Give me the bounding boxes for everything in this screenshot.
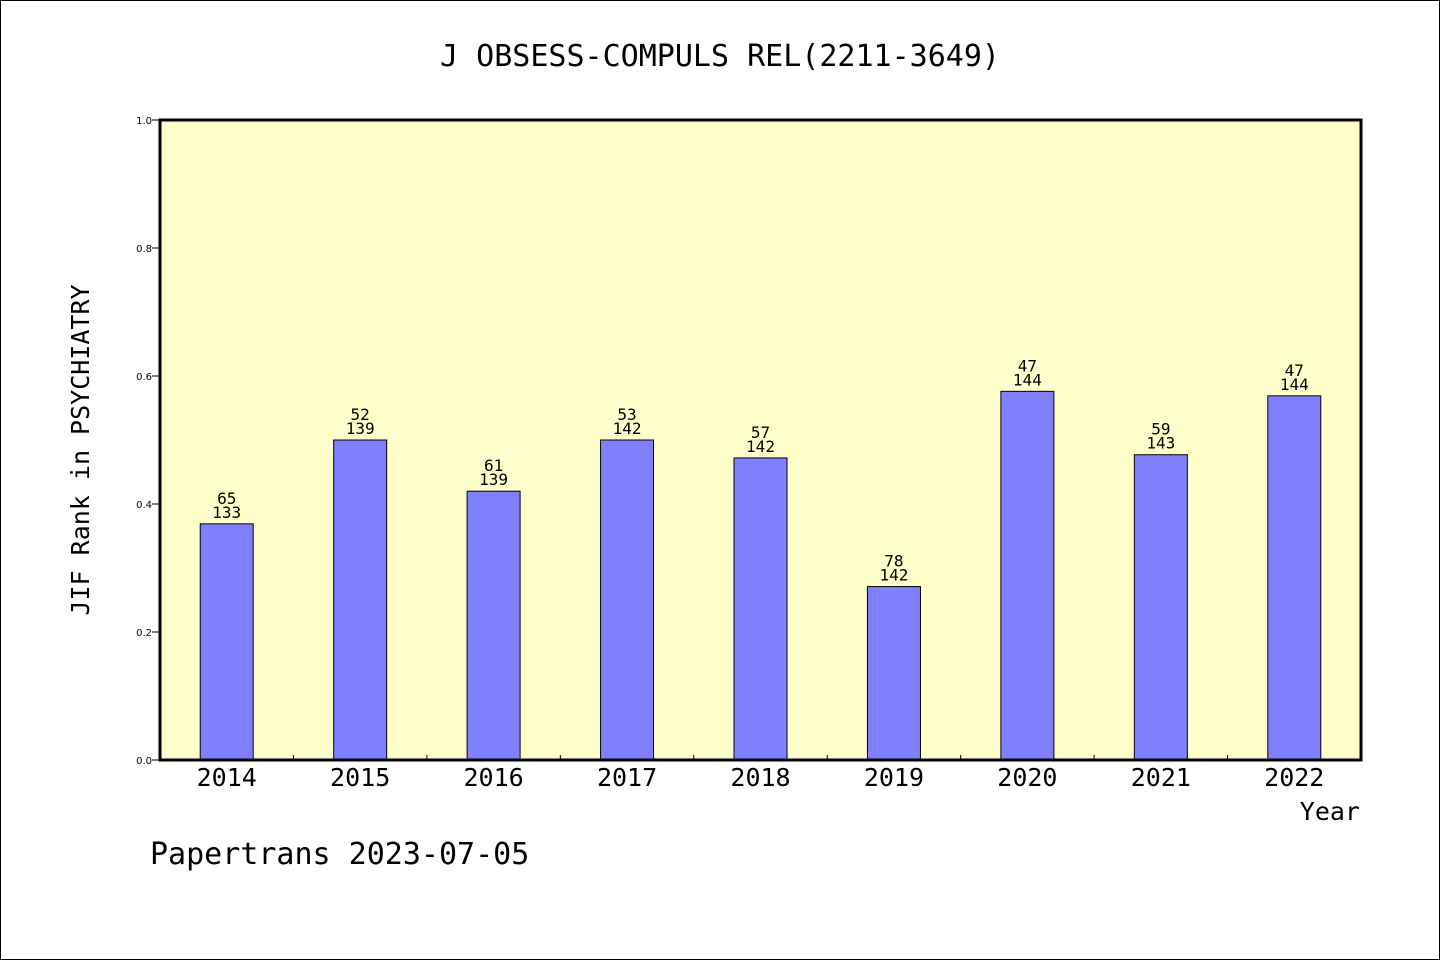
bar-total-label: 142	[746, 437, 775, 456]
chart-title: J OBSESS-COMPULS REL(2211-3649)	[440, 39, 1000, 74]
bar-2015	[333, 439, 388, 761]
bar-rank-label: 57	[751, 423, 770, 442]
bar-rank-label: 53	[617, 405, 636, 424]
x-tick-label: 2022	[1264, 763, 1324, 792]
bar-total-label: 143	[1146, 434, 1175, 453]
bar-total-label: 139	[346, 419, 375, 438]
x-tick-label: 2014	[197, 763, 257, 792]
x-tick-label: 2016	[464, 763, 524, 792]
bars	[199, 390, 1322, 761]
x-tick-label: 2019	[864, 763, 924, 792]
x-tick-label: 2020	[997, 763, 1057, 792]
x-tick-label: 2018	[730, 763, 790, 792]
bar-total-label: 139	[479, 470, 508, 489]
footer-credit: Papertrans 2023-07-05	[150, 837, 529, 872]
x-tick-label: 2017	[597, 763, 657, 792]
bar-rank-label: 52	[351, 405, 370, 424]
plot-border	[158, 118, 1363, 762]
bar-2017	[600, 439, 655, 761]
x-tick-label: 2021	[1131, 763, 1191, 792]
bar-rank-label: 47	[1285, 361, 1304, 380]
bar-rank-label: 47	[1018, 356, 1037, 375]
bar-2016	[466, 490, 521, 761]
y-axis-ticks: 0.0 0.2 0.4 0.6 0.8 1.0	[136, 116, 160, 767]
bar-total-label: 144	[1280, 375, 1309, 394]
x-axis-label: Year	[1300, 797, 1360, 826]
bar-total-label: 142	[879, 566, 908, 585]
y-tick-label: 0.0	[136, 756, 152, 767]
bar-rank-label: 59	[1151, 420, 1170, 439]
y-tick-label: 1.0	[136, 116, 152, 127]
bar-total-label: 133	[212, 503, 241, 522]
bar-rank-label: 61	[484, 456, 503, 475]
bar-2014	[199, 523, 254, 761]
bar-2020	[1000, 390, 1055, 761]
y-tick-label: 0.6	[136, 372, 152, 383]
y-tick-label: 0.4	[136, 500, 152, 511]
x-axis-ticks: 2014 2015 2016 2017 2018 2019 2020 2021 2022	[197, 755, 1324, 792]
bar-total-label: 144	[1013, 370, 1042, 389]
bar-2018	[733, 457, 788, 761]
bar-2021	[1133, 454, 1188, 761]
y-tick-label: 0.8	[136, 244, 152, 255]
bar-total-label: 142	[613, 419, 642, 438]
y-axis-label: JIF Rank in PSYCHIATRY	[66, 284, 95, 615]
bar-rank-label: 65	[217, 489, 236, 508]
bar-2022	[1267, 395, 1322, 761]
x-tick-label: 2015	[330, 763, 390, 792]
bar-2019	[866, 586, 921, 761]
bar-rank-label: 78	[884, 552, 903, 571]
y-tick-label: 0.2	[136, 628, 152, 639]
